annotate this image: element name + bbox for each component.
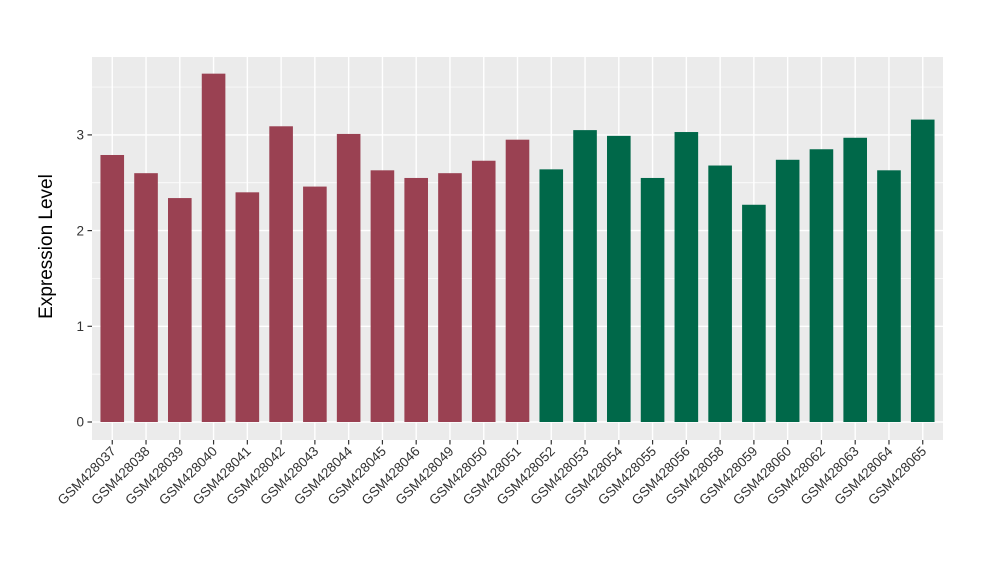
bar-GSM428042: [269, 126, 293, 423]
bar-GSM428058: [708, 165, 732, 423]
bar-GSM428041: [235, 192, 260, 422]
bar-GSM428039: [168, 198, 192, 422]
y-tick-label: 2: [76, 223, 84, 238]
y-tick-label: 3: [76, 128, 84, 143]
y-tick-label: 0: [76, 415, 84, 430]
bar-GSM428046: [404, 177, 428, 422]
bar-GSM428052: [539, 169, 564, 422]
bar-GSM428040: [201, 73, 226, 422]
bar-GSM428063: [843, 137, 867, 422]
bar-GSM428043: [303, 186, 327, 422]
bar-GSM428056: [674, 132, 699, 423]
bar-GSM428054: [607, 135, 631, 422]
bar-GSM428049: [438, 173, 462, 422]
bar-GSM428051: [505, 139, 530, 422]
bar-GSM428045: [370, 170, 395, 422]
bar-GSM428055: [640, 177, 665, 422]
bar-GSM428059: [742, 204, 766, 422]
bar-GSM428062: [809, 149, 834, 422]
bar-GSM428065: [910, 119, 935, 422]
bar-GSM428060: [775, 159, 800, 423]
bar-GSM428037: [100, 154, 125, 422]
bar-GSM428038: [134, 173, 158, 422]
bar-GSM428064: [877, 170, 901, 422]
y-axis-title: Expression Level: [36, 174, 57, 319]
y-tick-label: 1: [76, 319, 84, 334]
bar-GSM428053: [573, 130, 597, 423]
bar-GSM428044: [336, 133, 361, 422]
bar-GSM428050: [471, 160, 496, 422]
